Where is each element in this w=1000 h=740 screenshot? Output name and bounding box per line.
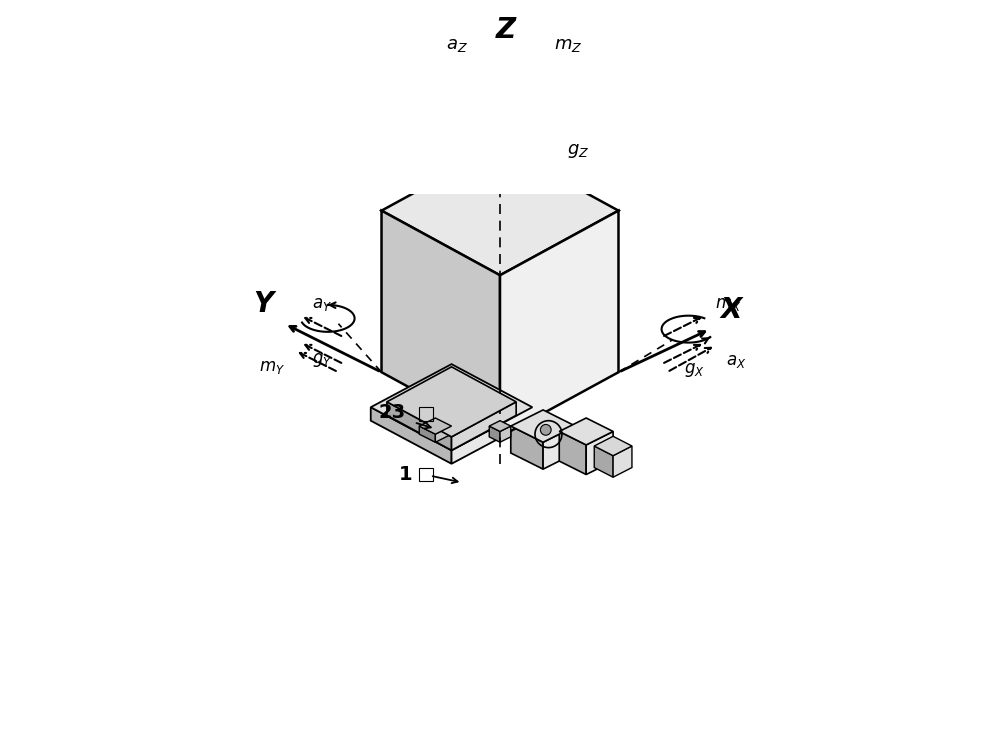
Polygon shape (452, 402, 516, 451)
Polygon shape (382, 211, 500, 437)
Polygon shape (543, 426, 575, 469)
Polygon shape (435, 426, 452, 443)
Text: Z: Z (495, 16, 515, 44)
Polygon shape (613, 446, 632, 477)
Text: $g_Z$: $g_Z$ (567, 142, 590, 161)
Text: $m_X$: $m_X$ (715, 295, 742, 313)
Circle shape (540, 425, 551, 435)
Text: 23: 23 (379, 403, 406, 422)
Polygon shape (559, 418, 613, 445)
Polygon shape (382, 146, 618, 275)
Polygon shape (594, 437, 632, 456)
Text: 1: 1 (399, 465, 413, 484)
Polygon shape (452, 407, 532, 464)
Polygon shape (489, 426, 500, 443)
Polygon shape (511, 426, 543, 469)
Polygon shape (387, 402, 452, 451)
Polygon shape (594, 446, 613, 477)
Polygon shape (500, 426, 511, 443)
Text: $m_Y$: $m_Y$ (259, 358, 285, 376)
Text: $a_Y$: $a_Y$ (312, 295, 332, 313)
Polygon shape (371, 364, 532, 451)
Polygon shape (511, 410, 575, 443)
Polygon shape (500, 211, 618, 437)
Text: X: X (721, 296, 742, 323)
Polygon shape (586, 431, 613, 474)
Polygon shape (419, 418, 452, 434)
Text: $a_X$: $a_X$ (726, 352, 747, 371)
Text: $a_Z$: $a_Z$ (446, 36, 468, 55)
Polygon shape (387, 367, 516, 437)
Text: $g_Y$: $g_Y$ (312, 351, 332, 369)
Polygon shape (559, 431, 586, 474)
Polygon shape (489, 420, 511, 431)
Polygon shape (419, 426, 435, 443)
Polygon shape (371, 407, 452, 464)
Text: $g_X$: $g_X$ (684, 361, 704, 380)
Text: $m_Z$: $m_Z$ (554, 36, 582, 55)
Text: Y: Y (253, 290, 273, 318)
